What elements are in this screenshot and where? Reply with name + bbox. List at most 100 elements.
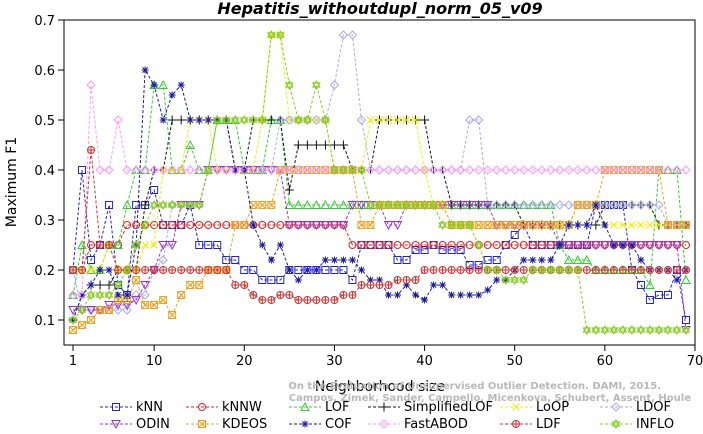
- data-point-cof: [96, 266, 104, 274]
- legend-label-fastabod: FastABOD: [404, 417, 468, 432]
- data-point-inflo: [104, 289, 114, 301]
- data-point-cof: [592, 201, 600, 209]
- data-point-fastabod: [410, 165, 421, 175]
- data-point-inflo: [131, 239, 141, 251]
- legend-label-loop: LoOP: [536, 400, 569, 415]
- data-point-fastabod: [248, 165, 259, 175]
- data-point-knnw: [132, 221, 141, 229]
- data-point-cof: [159, 116, 167, 124]
- data-point-cof: [105, 266, 113, 274]
- data-point-fastabod: [464, 165, 475, 175]
- data-point-fastabod: [491, 165, 502, 175]
- data-point-knn: [294, 266, 303, 274]
- data-point-cof: [529, 256, 537, 264]
- data-point-inflo: [438, 219, 447, 231]
- data-point-lof: [320, 199, 331, 209]
- data-point-ldof: [537, 200, 547, 210]
- data-point-kdeos: [672, 221, 681, 229]
- data-point-fastabod: [167, 165, 177, 175]
- watermark-line-1: On the Evaluation of Unsupervised Outlie…: [288, 381, 661, 392]
- data-point-kdeos: [483, 221, 492, 229]
- data-point-ldf: [600, 266, 609, 274]
- data-point-knn: [636, 281, 645, 289]
- legend-item-simplifiedlof: SimplifiedLOF: [368, 400, 493, 415]
- data-point-fastabod: [266, 165, 277, 175]
- data-point-inflo: [113, 279, 123, 291]
- data-point-simplifiedlof: [167, 115, 177, 125]
- data-point-kdeos: [582, 201, 591, 209]
- data-point-kdeos: [528, 221, 537, 229]
- data-point-kdeos: [249, 201, 258, 209]
- data-point-knnw: [402, 241, 411, 249]
- series-line-simplifiedlof: [72, 119, 686, 321]
- data-point-knn: [510, 231, 519, 239]
- data-point-ldf: [186, 266, 195, 274]
- data-point-ldf: [312, 296, 321, 304]
- legend-marker-cof: [301, 420, 309, 428]
- data-point-cof: [493, 276, 501, 284]
- data-point-knnw: [276, 221, 285, 229]
- data-point-lof: [563, 254, 574, 264]
- data-point-fastabod: [654, 165, 664, 175]
- data-point-fastabod: [591, 165, 601, 175]
- data-point-ldof: [510, 200, 520, 210]
- data-point-fastabod: [609, 165, 619, 175]
- data-point-ldof: [347, 30, 358, 40]
- x-tick-label: 1: [69, 354, 77, 369]
- legend-marker-knnw: [198, 403, 206, 411]
- data-point-fastabod: [528, 165, 538, 175]
- data-point-cof: [321, 256, 329, 264]
- data-point-inflo: [321, 114, 330, 126]
- data-point-fastabod: [293, 165, 304, 175]
- data-point-knn: [231, 256, 240, 264]
- data-point-ldf: [366, 281, 375, 289]
- data-point-inflo: [140, 219, 150, 231]
- data-point-ldf: [78, 266, 87, 274]
- series-line-inflo: [72, 34, 686, 331]
- data-point-odin: [86, 306, 96, 316]
- data-point-fastabod: [320, 165, 331, 175]
- data-point-cof: [114, 291, 122, 299]
- data-point-inflo: [284, 79, 294, 91]
- data-point-knnw: [456, 241, 465, 249]
- data-point-inflo: [537, 264, 547, 276]
- data-point-knnw: [150, 221, 159, 229]
- data-point-knnw: [501, 241, 510, 249]
- data-point-ldf: [213, 266, 222, 274]
- data-point-knnw: [366, 241, 375, 249]
- data-point-inflo: [348, 164, 357, 176]
- data-point-fastabod: [500, 165, 511, 175]
- data-point-odin: [572, 241, 583, 251]
- data-point-inflo: [158, 199, 168, 211]
- data-point-loop: [619, 221, 627, 229]
- legend-label-inflo: INFLO: [636, 417, 674, 432]
- data-point-odin: [600, 241, 610, 251]
- x-axis-label: Neighborhood size: [315, 379, 445, 395]
- data-point-cof: [177, 81, 185, 89]
- data-point-cof: [249, 221, 257, 229]
- data-point-inflo: [366, 199, 375, 211]
- data-point-ldf: [150, 266, 159, 274]
- data-point-inflo: [672, 324, 682, 336]
- data-point-knnw: [510, 241, 519, 249]
- data-point-knnw: [87, 241, 96, 249]
- data-point-odin: [131, 296, 141, 306]
- data-point-knn: [483, 256, 492, 264]
- data-point-inflo: [420, 199, 429, 211]
- data-point-knnw: [384, 241, 393, 249]
- legend: kNN kNNW LOF SimplifiedLOF LoOP LDOF ODIN KDEOS…: [100, 400, 674, 432]
- data-point-ldof: [600, 200, 610, 210]
- x-axis: 1 10 20 30 40 50 60 70: [69, 345, 703, 369]
- legend-item-kdeos: KDEOS: [186, 417, 267, 432]
- data-point-loop: [655, 221, 663, 229]
- data-point-knnw: [438, 241, 447, 249]
- data-point-cof: [123, 291, 131, 299]
- data-point-inflo: [194, 199, 204, 211]
- legend-label-cof: COF: [325, 417, 352, 432]
- data-point-knn: [348, 276, 357, 284]
- data-point-inflo: [149, 199, 159, 211]
- data-point-lof: [572, 254, 583, 264]
- data-point-ldf: [375, 281, 384, 289]
- data-point-knnw: [483, 241, 492, 249]
- data-point-fastabod: [645, 165, 655, 175]
